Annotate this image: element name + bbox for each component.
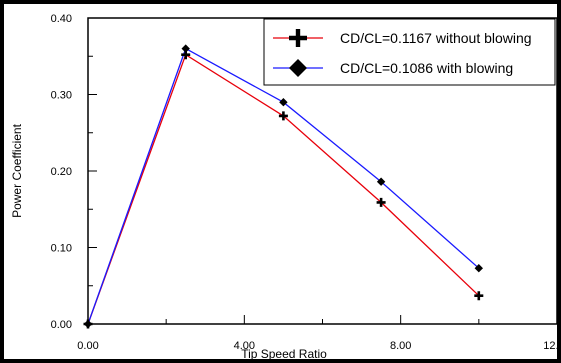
data-point-cd-cl-0-1086-with-blowing <box>376 177 386 186</box>
data-point-cd-cl-0-1167-without-blowing <box>181 50 191 60</box>
y-tick-label: 0.40 <box>51 13 72 25</box>
x-tick-label: 12.00 <box>543 340 561 352</box>
y-axis-ticks: 0.00 0.10 0.20 0.30 0.40 <box>51 13 97 331</box>
data-point-cd-cl-0-1167-without-blowing <box>278 111 288 121</box>
y-tick-label: 0.00 <box>51 319 72 331</box>
y-axis-title: Power Coefficient <box>10 123 24 217</box>
legend-marker-without-blowing <box>289 29 307 47</box>
legend: CD/CL=0.1167 without blowing CD/CL=0.108… <box>263 18 556 86</box>
data-point-cd-cl-0-1167-without-blowing <box>376 197 386 207</box>
legend-marker-with-blowing <box>289 59 307 77</box>
x-tick-label: 0.00 <box>77 340 98 352</box>
y-tick-label: 0.10 <box>51 243 72 255</box>
series-layer <box>83 44 484 329</box>
x-tick-label: 4.00 <box>234 340 255 352</box>
legend-box <box>263 18 556 86</box>
legend-label-with-blowing: CD/CL=0.1086 with blowing <box>340 60 513 76</box>
x-tick-label: 8.00 <box>390 340 411 352</box>
data-point-cd-cl-0-1167-without-blowing <box>474 291 484 301</box>
data-point-cd-cl-0-1086-with-blowing <box>474 264 483 273</box>
data-point-cd-cl-0-1086-with-blowing <box>279 98 288 107</box>
y-tick-label: 0.20 <box>51 166 72 178</box>
x-axis-title: Tip Speed Ratio <box>241 347 327 361</box>
data-point-cd-cl-0-1086-with-blowing <box>181 44 190 53</box>
data-point-cd-cl-0-1086-with-blowing <box>83 319 93 329</box>
y-tick-label: 0.30 <box>51 90 72 102</box>
x-axis-ticks: 0.00 4.00 8.00 12.00 <box>77 315 561 352</box>
legend-label-without-blowing: CD/CL=0.1167 without blowing <box>340 30 532 46</box>
